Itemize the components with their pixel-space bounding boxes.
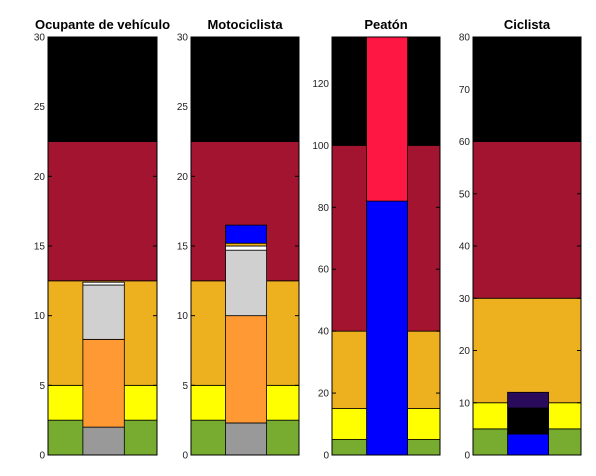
chart-title-3: Ciclista: [504, 17, 551, 32]
chart-title-2: Peatón: [364, 17, 407, 32]
tick-label-0-1: 5: [39, 381, 45, 392]
chart-title-1: Motociclista: [207, 17, 283, 32]
tick-label-0-6: 30: [34, 33, 46, 44]
tick-label-3-0: 0: [464, 451, 470, 462]
bar-segment-0-0: [82, 426, 125, 456]
bar-segment-1-3: [225, 245, 267, 251]
tick-label-0-3: 15: [34, 242, 46, 253]
tick-label-3-7: 70: [459, 85, 471, 96]
tick-label-1-3: 15: [177, 242, 189, 253]
band-3-2: [472, 297, 582, 404]
tick-label-3-1: 10: [459, 398, 471, 409]
tick-label-3-4: 40: [459, 242, 471, 253]
bar-segment-1-0: [225, 422, 267, 456]
tick-label-0-4: 20: [34, 172, 46, 183]
tick-label-1-2: 10: [177, 311, 189, 322]
bar-segment-1-2: [225, 249, 267, 317]
bar-segment-3-0: [507, 433, 549, 456]
tick-label-2-0: 0: [323, 451, 329, 462]
tick-label-2-3: 60: [318, 265, 330, 276]
bar-segment-0-1: [82, 338, 125, 428]
tick-label-2-2: 40: [318, 327, 330, 338]
tick-label-1-4: 20: [177, 172, 189, 183]
tick-label-1-1: 5: [182, 381, 188, 392]
tick-label-3-2: 20: [459, 346, 471, 357]
tick-label-2-4: 80: [318, 203, 330, 214]
band-0-4: [47, 36, 158, 142]
tick-label-2-5: 100: [312, 141, 329, 152]
tick-label-1-5: 25: [177, 102, 189, 113]
axes-frame-2: [331, 36, 441, 456]
bar-segment-3-1: [507, 407, 549, 435]
tick-label-0-0: 0: [39, 451, 45, 462]
tick-label-1-6: 30: [177, 33, 189, 44]
band-3-3: [472, 141, 582, 299]
tick-label-1-0: 0: [182, 451, 188, 462]
tick-label-3-6: 60: [459, 137, 471, 148]
bar-segment-2-0: [366, 200, 408, 456]
bar-segment-2-1: [366, 36, 408, 202]
bar-segment-3-2: [507, 391, 549, 409]
bar-segment-0-3: [82, 281, 125, 286]
bar-segment-0-2: [82, 284, 125, 340]
chart-title-0: Ocupante de vehículo: [35, 17, 170, 32]
band-1-4: [190, 36, 300, 142]
band-3-4: [472, 36, 582, 142]
tick-label-2-1: 20: [318, 389, 330, 400]
band-0-3: [47, 141, 158, 282]
bar-segment-1-5: [225, 224, 267, 244]
tick-label-3-5: 50: [459, 189, 471, 200]
bar-segment-1-4: [225, 242, 267, 247]
tick-label-3-8: 80: [459, 33, 471, 44]
tick-label-2-6: 120: [312, 79, 329, 90]
tick-label-0-5: 25: [34, 102, 46, 113]
bar-segment-1-1: [225, 315, 267, 424]
tick-label-3-3: 30: [459, 294, 471, 305]
tick-label-0-2: 10: [34, 311, 46, 322]
